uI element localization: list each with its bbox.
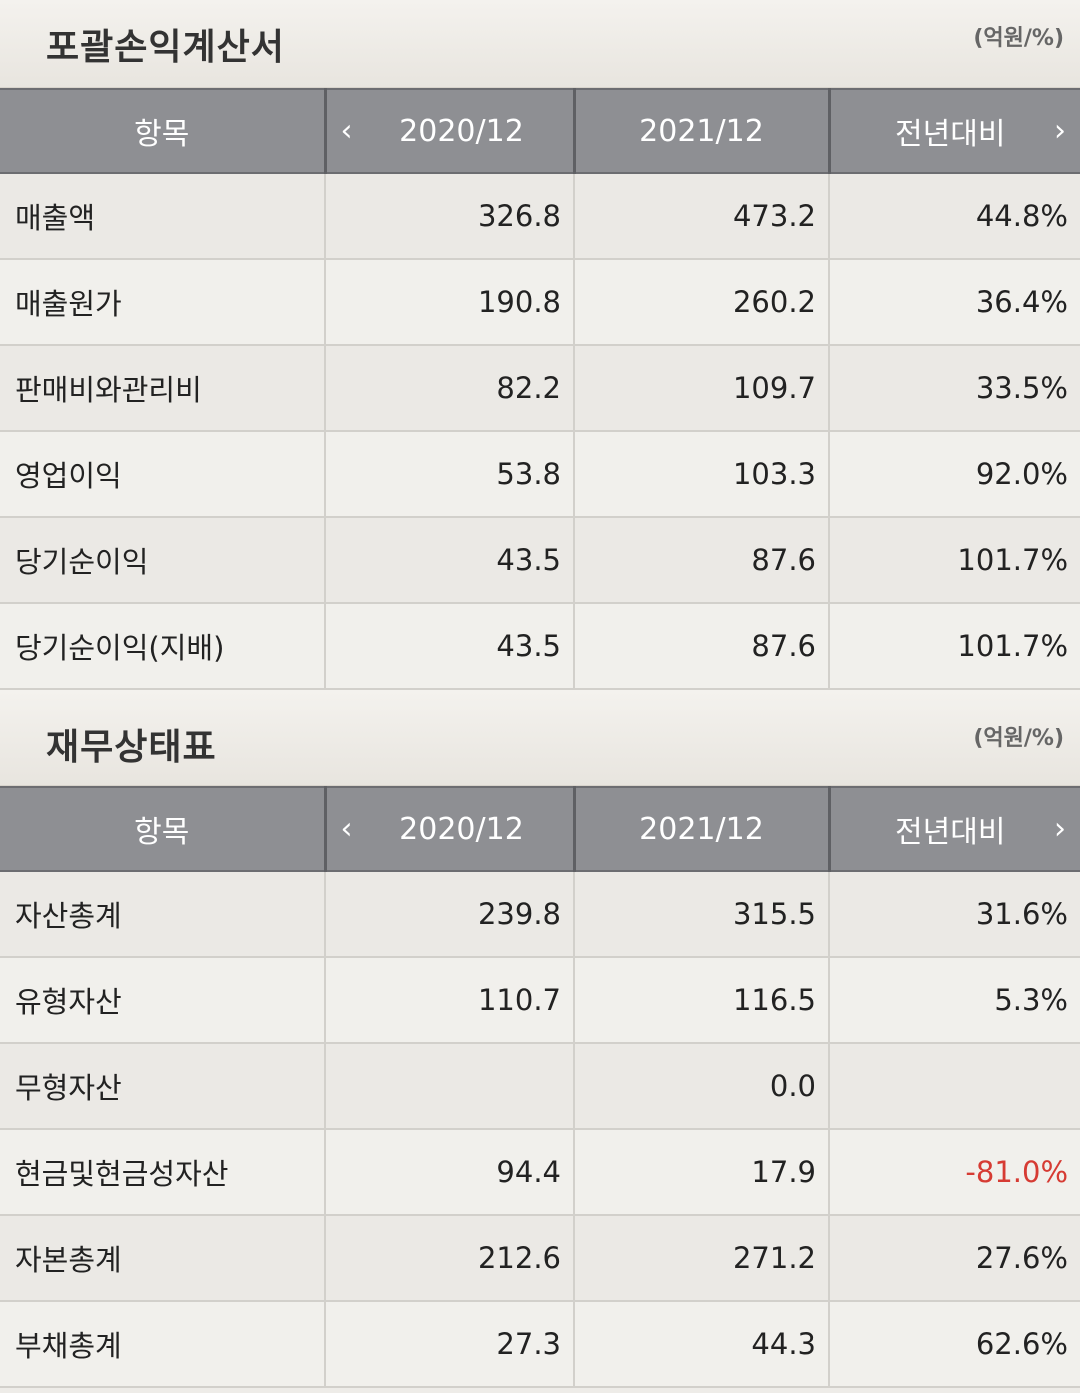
income-header-row: 항목 ‹ 2020/12 2021/12 전년대비 › <box>0 88 1080 174</box>
cell-2020 <box>324 1043 574 1130</box>
cell-2021: 116.5 <box>573 957 829 1044</box>
col-header-2021: 2021/12 <box>572 786 829 872</box>
chevron-left-icon[interactable]: ‹ <box>340 113 353 149</box>
cell-yoy: 5.3% <box>828 957 1080 1044</box>
col-header-item: 항목 <box>0 786 325 872</box>
col-header-yoy-label: 전년대비 <box>895 117 1006 152</box>
row-label: 유형자산 <box>0 957 325 1044</box>
row-label: 영업이익 <box>0 431 325 518</box>
cell-2021: 87.6 <box>573 603 829 690</box>
row-label: 판매비와관리비 <box>0 345 325 432</box>
cell-2021: 271.2 <box>573 1215 829 1302</box>
col-header-item: 항목 <box>0 88 325 174</box>
chevron-right-icon[interactable]: › <box>1054 811 1066 847</box>
cell-2020: 43.5 <box>324 517 574 604</box>
cell-2021: 109.7 <box>573 345 829 432</box>
balance-unit-label: (억원/%) <box>973 726 1064 751</box>
table-row: 유형자산 110.7 116.5 5.3% <box>0 957 1080 1044</box>
row-label: 당기순이익 <box>0 517 325 604</box>
row-label: 매출액 <box>0 173 325 260</box>
cell-yoy: 27.6% <box>828 1215 1080 1302</box>
cell-2021: 44.3 <box>573 1301 829 1388</box>
cell-2020: 27.3 <box>324 1301 574 1388</box>
cell-yoy: 31.6% <box>828 871 1080 958</box>
balance-table: 항목 ‹ 2020/12 2021/12 전년대비 › 자산총계 239.8 3… <box>0 786 1080 1388</box>
cell-2020: 190.8 <box>324 259 574 346</box>
col-header-yoy-label: 전년대비 <box>895 815 1006 850</box>
cell-2021: 473.2 <box>573 173 829 260</box>
cell-yoy-negative: -81.0% <box>828 1129 1080 1216</box>
row-label: 현금및현금성자산 <box>0 1129 325 1216</box>
cell-yoy: 44.8% <box>828 173 1080 260</box>
col-header-yoy: 전년대비 › <box>827 786 1080 872</box>
table-row: 당기순이익 43.5 87.6 101.7% <box>0 517 1080 604</box>
col-header-2021: 2021/12 <box>572 88 829 174</box>
cell-2021: 260.2 <box>573 259 829 346</box>
cell-yoy: 33.5% <box>828 345 1080 432</box>
cell-yoy: 101.7% <box>828 517 1080 604</box>
cell-2020: 82.2 <box>324 345 574 432</box>
table-row: 매출원가 190.8 260.2 36.4% <box>0 259 1080 346</box>
cell-2020: 326.8 <box>324 173 574 260</box>
col-header-yoy: 전년대비 › <box>827 88 1080 174</box>
table-row: 자본총계 212.6 271.2 27.6% <box>0 1215 1080 1302</box>
cell-yoy: 62.6% <box>828 1301 1080 1388</box>
table-row: 영업이익 53.8 103.3 92.0% <box>0 431 1080 518</box>
col-header-2020-label: 2020/12 <box>399 113 524 149</box>
table-row: 무형자산 0.0 <box>0 1043 1080 1130</box>
chevron-left-icon[interactable]: ‹ <box>340 811 353 847</box>
income-statement-section: 포괄손익계산서 (억원/%) 항목 ‹ 2020/12 2021/12 전년대비… <box>0 0 1080 690</box>
col-header-2020-label: 2020/12 <box>399 811 524 847</box>
cell-2020: 239.8 <box>324 871 574 958</box>
cell-2021: 87.6 <box>573 517 829 604</box>
balance-sheet-section: 재무상태표 (억원/%) 항목 ‹ 2020/12 2021/12 전년대비 ›… <box>0 690 1080 1388</box>
income-section-header: 포괄손익계산서 (억원/%) <box>0 0 1080 88</box>
row-label: 당기순이익(지배) <box>0 603 325 690</box>
col-header-2020: ‹ 2020/12 <box>323 786 574 872</box>
table-row: 현금및현금성자산 94.4 17.9 -81.0% <box>0 1129 1080 1216</box>
income-section-title: 포괄손익계산서 <box>46 27 285 68</box>
cell-2020: 110.7 <box>324 957 574 1044</box>
row-label: 매출원가 <box>0 259 325 346</box>
income-unit-label: (억원/%) <box>973 26 1064 51</box>
cell-2021: 17.9 <box>573 1129 829 1216</box>
cell-2020: 53.8 <box>324 431 574 518</box>
row-label: 무형자산 <box>0 1043 325 1130</box>
cell-yoy: 101.7% <box>828 603 1080 690</box>
col-header-item-label: 항목 <box>134 117 190 152</box>
balance-header-row: 항목 ‹ 2020/12 2021/12 전년대비 › <box>0 786 1080 872</box>
cell-2020: 212.6 <box>324 1215 574 1302</box>
row-label: 자본총계 <box>0 1215 325 1302</box>
cell-yoy <box>828 1043 1080 1130</box>
cell-2021: 103.3 <box>573 431 829 518</box>
table-row: 판매비와관리비 82.2 109.7 33.5% <box>0 345 1080 432</box>
cell-yoy: 92.0% <box>828 431 1080 518</box>
income-table: 항목 ‹ 2020/12 2021/12 전년대비 › 매출액 326.8 47… <box>0 88 1080 690</box>
balance-section-header: 재무상태표 (억원/%) <box>0 690 1080 786</box>
cell-yoy: 36.4% <box>828 259 1080 346</box>
col-header-2021-label: 2021/12 <box>639 113 764 149</box>
col-header-2021-label: 2021/12 <box>639 811 764 847</box>
col-header-2020: ‹ 2020/12 <box>323 88 574 174</box>
col-header-item-label: 항목 <box>134 815 190 850</box>
cell-2020: 43.5 <box>324 603 574 690</box>
chevron-right-icon[interactable]: › <box>1054 113 1066 149</box>
cell-2021: 0.0 <box>573 1043 829 1130</box>
table-row: 자산총계 239.8 315.5 31.6% <box>0 871 1080 958</box>
table-row: 당기순이익(지배) 43.5 87.6 101.7% <box>0 603 1080 690</box>
row-label: 자산총계 <box>0 871 325 958</box>
table-row: 부채총계 27.3 44.3 62.6% <box>0 1301 1080 1388</box>
row-label: 부채총계 <box>0 1301 325 1388</box>
table-row: 매출액 326.8 473.2 44.8% <box>0 173 1080 260</box>
cell-2020: 94.4 <box>324 1129 574 1216</box>
balance-section-title: 재무상태표 <box>46 727 217 768</box>
cell-2021: 315.5 <box>573 871 829 958</box>
